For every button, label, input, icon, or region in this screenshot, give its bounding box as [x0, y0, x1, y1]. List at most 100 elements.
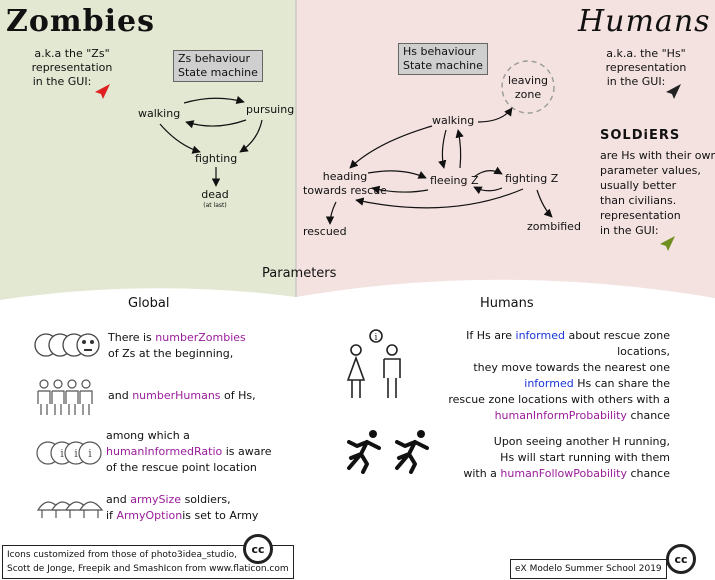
- zombie-sm-line2: State machine: [178, 66, 258, 79]
- text-fragment: is aware: [222, 445, 272, 458]
- zombie-repr-text: a.k.a the "Zs" representation in the GUI…: [24, 47, 120, 89]
- zombie-panel: [0, 0, 296, 300]
- human-gui-arrow: [666, 84, 681, 99]
- credits-line1: Icons customized from those of photo3ide…: [7, 550, 237, 560]
- cc-icon: cc: [666, 544, 696, 574]
- global-item-number-zombies: There is numberZombies of Zs at the begi…: [108, 330, 246, 362]
- zombie-gui-arrow: [95, 84, 110, 99]
- soldiers-line: parameter values,: [600, 164, 701, 177]
- zombie-dead-note: (at last): [203, 202, 227, 209]
- param-number-zombies: numberZombies: [155, 331, 246, 344]
- humans-section-title: Humans: [480, 296, 534, 311]
- text-fragment: is set to Army: [182, 509, 259, 522]
- param-human-informed-ratio: humanInformedRatio: [106, 445, 223, 458]
- zombie-dead-label: dead: [201, 188, 229, 201]
- soldier-gui-arrow: [660, 236, 675, 251]
- text-fragment: of Hs,: [220, 389, 256, 402]
- human-state-fleeing: fleeing Z: [430, 174, 479, 187]
- heading-line2: towards rescue: [303, 184, 387, 197]
- text-fragment: Hs can share the: [573, 377, 670, 390]
- global-item-army-size: and armySize soldiers, if ArmyOptionis s…: [106, 492, 258, 524]
- human-transitions: [325, 107, 553, 225]
- human-repr-line1: a.k.a. the "Hs": [606, 47, 686, 60]
- soldiers-line: in the GUI:: [600, 224, 659, 237]
- human-state-heading: heading towards rescue: [303, 170, 387, 198]
- human-repr-text: a.k.a. the "Hs" representation in the GU…: [596, 47, 696, 89]
- leaving-zone-circle: [501, 60, 555, 114]
- human-state-zombified: zombified: [527, 220, 581, 233]
- param-human-inform-probability: humanInformProbability: [494, 409, 627, 422]
- soldiers-line: than civilians.: [600, 194, 677, 207]
- param-army-option: ArmyOption: [116, 509, 183, 522]
- param-human-follow-probability: humanFollowPobability: [500, 467, 627, 480]
- human-state-machine-box: Hs behaviour State machine: [398, 43, 488, 75]
- zombie-repr-line2: representation: [31, 61, 113, 74]
- humans-group-icon: [37, 379, 93, 415]
- zombie-repr-line3: in the GUI:: [32, 75, 92, 88]
- zombie-transitions: [159, 95, 263, 187]
- heading-line1: heading: [322, 170, 368, 183]
- zombie-sm-line1: Zs behaviour: [178, 52, 251, 65]
- human-repr-line2: representation: [605, 61, 687, 74]
- global-item-number-humans: and numberHumans of Hs,: [108, 388, 256, 404]
- text-fragment: if: [106, 509, 117, 522]
- text-fragment: about rescue zone locations,: [564, 329, 670, 358]
- keyword-informed: informed: [515, 329, 565, 342]
- zombie-state-dead: dead (at last): [200, 188, 230, 210]
- credits-line2: Scott de Jonge, Freepik and SmashIcon fr…: [7, 564, 289, 574]
- text-fragment: soldiers,: [181, 493, 231, 506]
- param-number-humans: numberHumans: [132, 389, 221, 402]
- text-fragment: of the rescue point location: [106, 461, 257, 474]
- parameters-title: Parameters: [262, 266, 337, 281]
- text-fragment: chance: [626, 467, 670, 480]
- zombie-state-walking: walking: [138, 107, 181, 120]
- soldier-helmets-icon: [36, 501, 104, 518]
- zombies-title: Zombies: [6, 4, 156, 39]
- svg-text:i: i: [60, 447, 64, 460]
- text-fragment: among which a: [106, 429, 190, 442]
- zombie-state-machine-box: Zs behaviour State machine: [173, 50, 263, 82]
- info-people-icon: i: [346, 329, 401, 398]
- human-sm-line1: Hs behaviour: [403, 45, 476, 58]
- footer-school: eX Modelo Summer School 2019: [510, 559, 667, 579]
- text-fragment: chance: [626, 409, 670, 422]
- text-fragment: they move towards the nearest one: [473, 361, 670, 374]
- global-item-informed-ratio: among which a humanInformedRatio is awar…: [106, 428, 272, 476]
- leaving-zone-line2: zone: [514, 88, 542, 101]
- text-fragment: If Hs are: [466, 329, 516, 342]
- soldiers-line: usually better: [600, 179, 677, 192]
- humans-title: Humans: [578, 4, 711, 39]
- svg-text:i: i: [74, 447, 78, 460]
- text-fragment: and: [106, 493, 131, 506]
- soldiers-title: SOLDiERS: [600, 128, 681, 143]
- zombie-state-fighting: fighting: [195, 152, 238, 165]
- zombie-heads-icon: [34, 333, 100, 357]
- cc-icon: cc: [243, 534, 273, 564]
- humans-item-follow: Upon seeing another H running, Hs will s…: [440, 434, 670, 482]
- human-repr-line3: in the GUI:: [606, 75, 666, 88]
- zombie-state-pursuing: pursuing: [246, 103, 295, 116]
- soldiers-line: are Hs with their own: [600, 149, 715, 162]
- text-fragment: Upon seeing another H running,: [493, 435, 670, 448]
- keyword-informed: informed: [524, 377, 574, 390]
- runners-icon: [347, 430, 429, 474]
- svg-text:i: i: [88, 447, 92, 460]
- text-fragment: of Zs at the beginning,: [108, 347, 234, 360]
- human-state-leaving-zone: leaving zone: [503, 74, 553, 102]
- human-state-walking: walking: [432, 114, 475, 127]
- global-section-title: Global: [128, 296, 170, 311]
- text-fragment: and: [108, 389, 133, 402]
- text-fragment: There is: [108, 331, 156, 344]
- soldiers-line: representation: [600, 209, 681, 222]
- humans-item-informed: If Hs are informed about rescue zone loc…: [418, 328, 670, 424]
- human-sm-line2: State machine: [403, 59, 483, 72]
- leaving-zone-line1: leaving: [507, 74, 549, 87]
- svg-text:i: i: [375, 333, 378, 343]
- text-fragment: with a: [463, 467, 501, 480]
- text-fragment: Hs will start running with them: [500, 451, 670, 464]
- human-state-rescued: rescued: [303, 225, 347, 238]
- human-state-fighting: fighting Z: [505, 172, 559, 185]
- param-army-size: armySize: [130, 493, 182, 506]
